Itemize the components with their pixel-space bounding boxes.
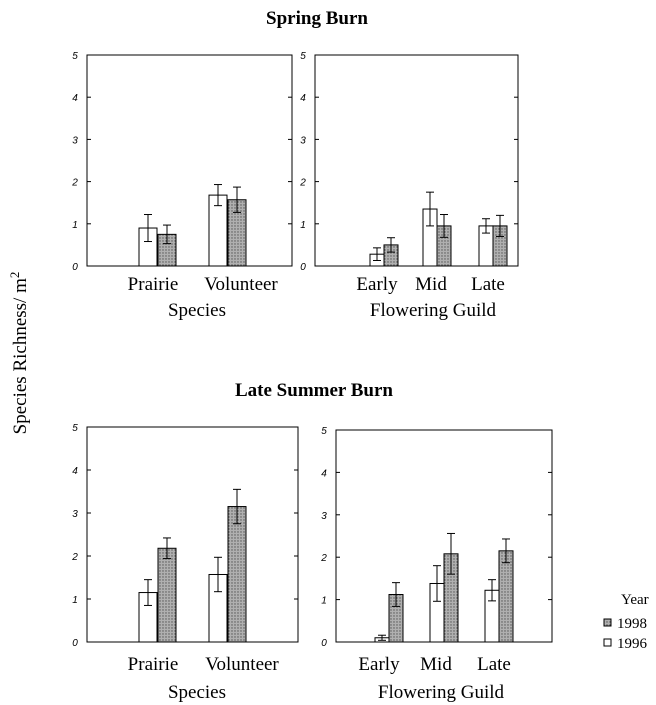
category-label-mid: Mid	[420, 654, 452, 675]
y-tick-label: 1	[300, 220, 306, 231]
category-label-late: Late	[477, 654, 511, 675]
category-label-prairie: Prairie	[128, 274, 179, 295]
y-tick-label: 2	[299, 178, 306, 189]
category-label-prairie: Prairie	[128, 654, 179, 675]
category-label-early: Early	[358, 654, 400, 675]
category-label-late: Late	[471, 274, 505, 295]
panel-2: 0 1 2 3 4 5 Early Mid Late Flowering Guild	[299, 51, 519, 321]
y-tick-label: 0	[321, 638, 327, 649]
bar-1998-prairie	[157, 547, 177, 643]
category-label-mid: Mid	[415, 274, 447, 295]
y-tick-label: 1	[72, 595, 78, 606]
bar-1998-volunteer	[227, 506, 247, 643]
legend-swatch-1996	[603, 638, 612, 647]
panel-1: 0 1 2 3 4 5 Prairie Volunteer Species	[71, 51, 293, 321]
y-tick-label: 2	[320, 553, 327, 564]
category-label-volunteer: Volunteer	[205, 654, 279, 675]
y-tick-label: 5	[321, 426, 327, 437]
y-tick-label: 3	[72, 509, 78, 520]
y-tick-label: 0	[72, 638, 78, 649]
y-tick-label: 4	[321, 468, 327, 479]
panel-4: 0 1 2 3 4 5 Early Mid Late Flowering Guild	[320, 426, 553, 703]
y-tick-label: 1	[72, 220, 78, 231]
plot-frame	[86, 54, 293, 267]
legend-swatch-1998	[603, 618, 612, 627]
x-axis-label: Flowering Guild	[378, 682, 505, 703]
y-tick-label: 2	[71, 178, 78, 189]
legend-label-1996: 1996	[617, 636, 648, 652]
y-tick-label: 4	[72, 466, 78, 477]
section-title-1: Spring Burn	[266, 8, 368, 29]
category-label-volunteer: Volunteer	[204, 274, 278, 295]
legend-label-1998: 1998	[617, 616, 647, 632]
x-axis-label: Flowering Guild	[370, 300, 497, 321]
x-axis-label: Species	[168, 300, 226, 321]
y-axis-label: Species Richness/ m2	[7, 272, 31, 435]
x-axis-label: Species	[168, 682, 226, 703]
legend: Year 1998 1996	[603, 592, 649, 652]
bar-1998-late	[498, 550, 514, 643]
y-tick-label: 5	[72, 423, 78, 434]
y-tick-label: 1	[321, 596, 327, 607]
plot-frame	[86, 426, 299, 643]
y-tick-label: 2	[71, 552, 78, 563]
category-label-early: Early	[356, 274, 398, 295]
y-tick-label: 5	[300, 51, 306, 62]
section-title-2: Late Summer Burn	[235, 380, 393, 401]
y-tick-label: 3	[72, 135, 78, 146]
y-tick-label: 3	[321, 511, 327, 522]
legend-title: Year	[621, 592, 649, 608]
y-tick-label: 0	[300, 262, 306, 273]
plot-frame	[314, 54, 519, 267]
y-tick-label: 5	[72, 51, 78, 62]
y-tick-label: 4	[300, 93, 306, 104]
y-tick-label: 4	[72, 93, 78, 104]
y-tick-label: 0	[72, 262, 78, 273]
y-tick-label: 3	[300, 135, 306, 146]
panel-3: 0 1 2 3 4 5 Prairie Volunteer Species	[71, 423, 299, 703]
